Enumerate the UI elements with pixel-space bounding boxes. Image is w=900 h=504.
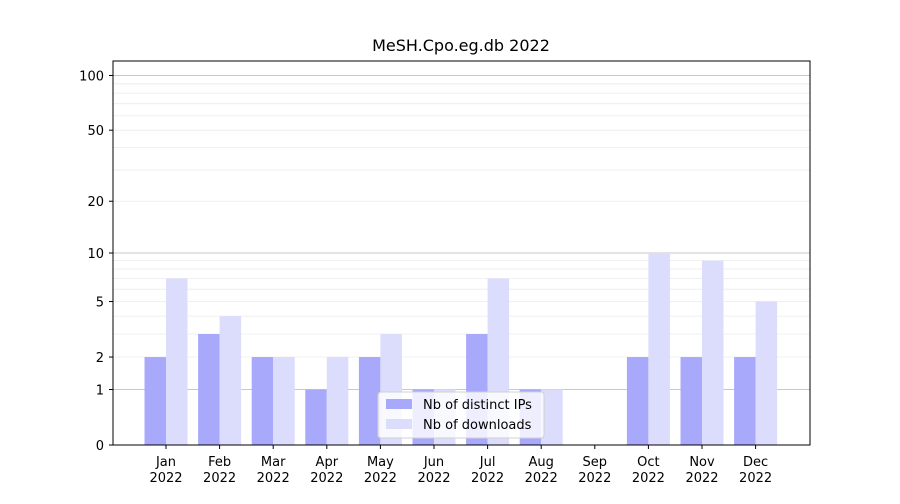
legend-box bbox=[377, 391, 545, 439]
bar-downloads bbox=[166, 278, 188, 445]
bar-downloads bbox=[219, 316, 242, 445]
x-tick-label: Feb 2022 bbox=[203, 455, 236, 486]
bar-distinct-ips bbox=[251, 357, 274, 445]
x-tick-label: Jun 2022 bbox=[417, 455, 450, 486]
y-axis: 0 1 2 5 10 20 50 100 bbox=[79, 69, 113, 454]
legend: Nb of distinct IPs Nb of downloads bbox=[377, 391, 545, 439]
x-axis: Jan 2022 Feb 2022 Mar 2022 Apr 2022 May 2022 Jun 20… bbox=[149, 445, 772, 486]
bar-downloads bbox=[702, 260, 724, 445]
y-tick-label: 2 bbox=[96, 351, 104, 366]
y-tick-label: 10 bbox=[87, 247, 104, 262]
chart-title: MeSH.Cpo.eg.db 2022 bbox=[372, 36, 550, 55]
y-tick-label: 50 bbox=[87, 124, 104, 139]
bar-distinct-ips bbox=[734, 357, 756, 445]
legend-label: Nb of distinct IPs bbox=[423, 398, 532, 413]
y-tick-label: 20 bbox=[87, 195, 104, 210]
x-tick-label: Nov 2022 bbox=[685, 455, 718, 486]
grid-lines bbox=[113, 74, 810, 390]
bar-downloads bbox=[326, 357, 349, 445]
legend-swatch bbox=[386, 419, 412, 429]
bar-downloads bbox=[755, 301, 778, 445]
x-tick-label: May 2022 bbox=[364, 455, 397, 486]
x-tick-label: Jul 2022 bbox=[471, 455, 504, 486]
legend-label: Nb of downloads bbox=[423, 418, 532, 433]
bar-distinct-ips bbox=[680, 357, 702, 445]
bars bbox=[144, 253, 778, 445]
x-tick-label: Apr 2022 bbox=[310, 455, 343, 486]
y-tick-label: 0 bbox=[96, 439, 104, 454]
bar-distinct-ips bbox=[144, 357, 166, 445]
x-tick-label: Aug 2022 bbox=[525, 455, 558, 486]
x-tick-label: Sep 2022 bbox=[578, 455, 611, 486]
y-tick-label: 5 bbox=[96, 296, 104, 311]
bar-downloads bbox=[648, 253, 670, 445]
bar-distinct-ips bbox=[198, 333, 220, 445]
y-tick-label: 1 bbox=[96, 383, 104, 398]
y-tick-label: 100 bbox=[79, 69, 104, 84]
x-tick-label: Mar 2022 bbox=[257, 455, 290, 486]
bar-distinct-ips bbox=[305, 389, 327, 445]
x-tick-label: Jan 2022 bbox=[149, 455, 182, 486]
x-tick-label: Oct 2022 bbox=[632, 455, 665, 486]
legend-swatch bbox=[386, 399, 412, 409]
x-tick-label: Dec 2022 bbox=[739, 455, 772, 486]
bar-downloads bbox=[273, 357, 295, 445]
bar-distinct-ips bbox=[358, 357, 381, 445]
bar-downloads bbox=[541, 389, 563, 445]
bar-distinct-ips bbox=[626, 357, 649, 445]
